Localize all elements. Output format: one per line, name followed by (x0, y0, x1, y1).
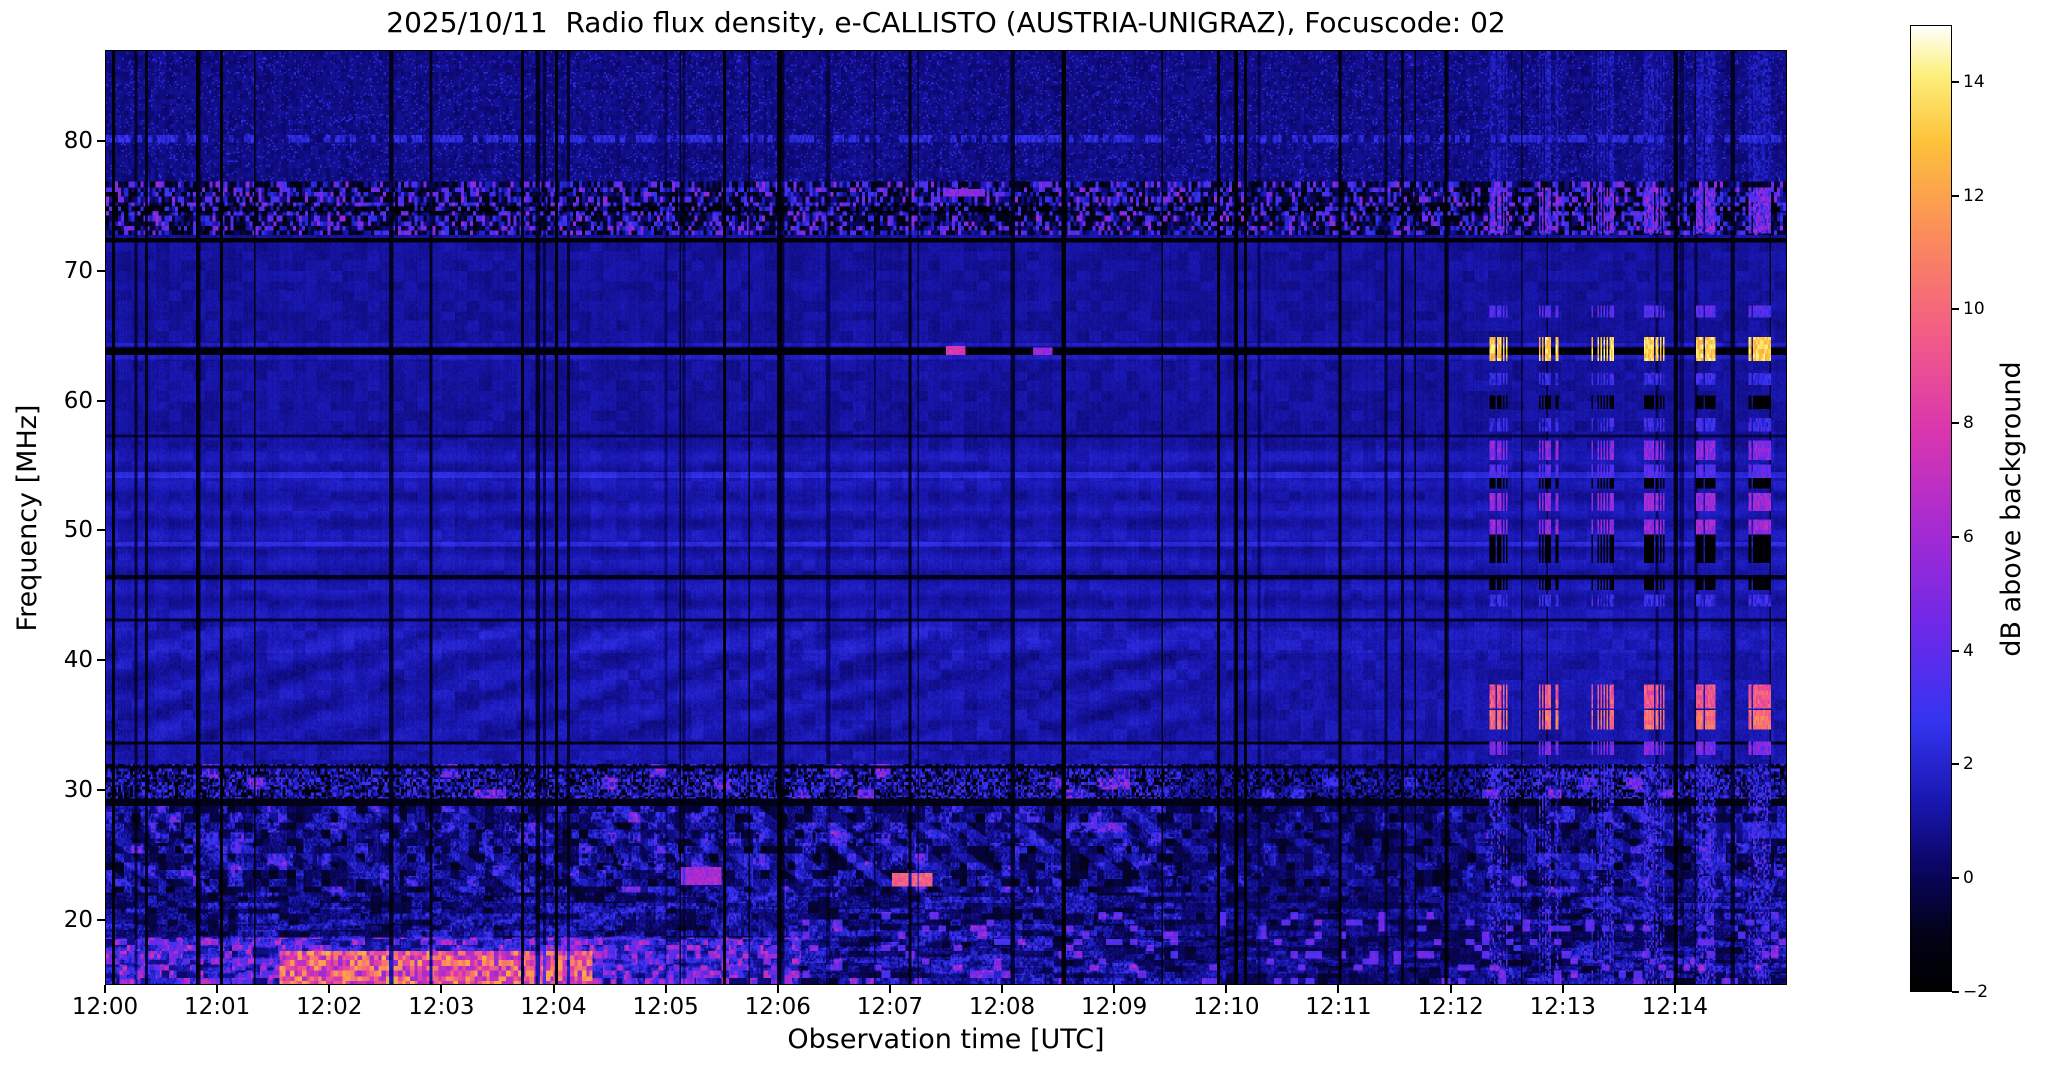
colorbar-tick-label: 4 (1963, 640, 1974, 661)
x-tick-label: 12:05 (632, 994, 699, 1020)
colorbar-tick-label: 10 (1963, 299, 1985, 320)
colorbar-label: dB above background (1996, 361, 2027, 657)
x-tick-label: 12:13 (1529, 994, 1596, 1020)
colorbar-tick-label: 0 (1963, 868, 1974, 889)
colorbar-tick-label: 2 (1963, 754, 1974, 775)
x-tick-mark (328, 985, 331, 993)
colorbar-tick-mark (1952, 194, 1959, 197)
colorbar-tick-mark (1952, 991, 1959, 993)
x-tick-mark (1673, 985, 1676, 993)
x-tick-mark (1561, 985, 1564, 993)
x-tick-label: 12:10 (1193, 994, 1260, 1020)
x-tick-mark (664, 985, 667, 993)
x-tick-label: 12:01 (183, 994, 251, 1020)
colorbar-tick-label: −2 (1963, 982, 1989, 1002)
colorbar-tick-mark (1952, 80, 1959, 83)
plot-area (105, 50, 1787, 985)
colorbar-tick-label: 6 (1963, 526, 1974, 547)
y-tick-label: 80 (63, 127, 93, 154)
x-tick-mark (440, 985, 443, 993)
x-tick-label: 12:08 (968, 994, 1036, 1020)
x-tick-label: 12:14 (1641, 994, 1708, 1020)
y-tick-label: 50 (63, 517, 93, 544)
x-tick-mark (776, 985, 779, 993)
x-tick-mark (1449, 985, 1452, 993)
x-tick-label: 12:06 (744, 994, 811, 1020)
x-tick-mark (1337, 985, 1340, 993)
colorbar-tick-mark (1952, 422, 1959, 425)
x-tick-mark (104, 985, 106, 993)
x-tick-label: 12:04 (520, 994, 587, 1020)
x-tick-label: 12:00 (71, 994, 139, 1020)
colorbar-tick-mark (1952, 308, 1959, 311)
x-tick-label: 12:07 (856, 994, 924, 1020)
colorbar-tick-mark (1952, 649, 1959, 652)
x-tick-label: 12:09 (1081, 994, 1148, 1020)
chart-title: 2025/10/11 Radio flux density, e-CALLIST… (386, 6, 1506, 39)
colorbar-tick-mark (1952, 763, 1959, 766)
x-tick-label: 12:03 (408, 994, 475, 1020)
y-tick-mark (97, 269, 105, 272)
colorbar-tick-label: 8 (1963, 413, 1974, 434)
y-tick-mark (97, 919, 105, 922)
y-tick-mark (97, 789, 105, 792)
colorbar (1910, 25, 1952, 992)
y-tick-label: 20 (63, 907, 93, 934)
y-tick-mark (97, 399, 105, 402)
colorbar-tick-label: 12 (1963, 185, 1985, 206)
y-tick-label: 70 (63, 257, 93, 284)
x-tick-mark (1225, 985, 1228, 993)
colorbar-tick-mark (1952, 877, 1959, 880)
x-tick-mark (1001, 985, 1004, 993)
colorbar-tick-label: 14 (1963, 71, 1985, 92)
y-tick-mark (97, 529, 105, 532)
y-tick-label: 30 (63, 777, 93, 804)
colorbar-tick-mark (1952, 535, 1959, 538)
x-tick-label: 12:12 (1417, 994, 1484, 1020)
x-tick-mark (552, 985, 555, 993)
spectrogram-canvas (106, 51, 1786, 984)
x-tick-mark (216, 985, 219, 993)
y-tick-label: 60 (63, 387, 93, 414)
x-tick-mark (1113, 985, 1116, 993)
x-tick-label: 12:11 (1305, 994, 1372, 1020)
x-axis-label: Observation time [UTC] (787, 1024, 1105, 1055)
x-tick-label: 12:02 (296, 994, 363, 1020)
colorbar-gradient (1911, 26, 1951, 991)
y-tick-mark (97, 139, 105, 142)
y-tick-label: 40 (63, 647, 93, 674)
x-tick-mark (888, 985, 891, 993)
y-tick-mark (97, 659, 105, 662)
